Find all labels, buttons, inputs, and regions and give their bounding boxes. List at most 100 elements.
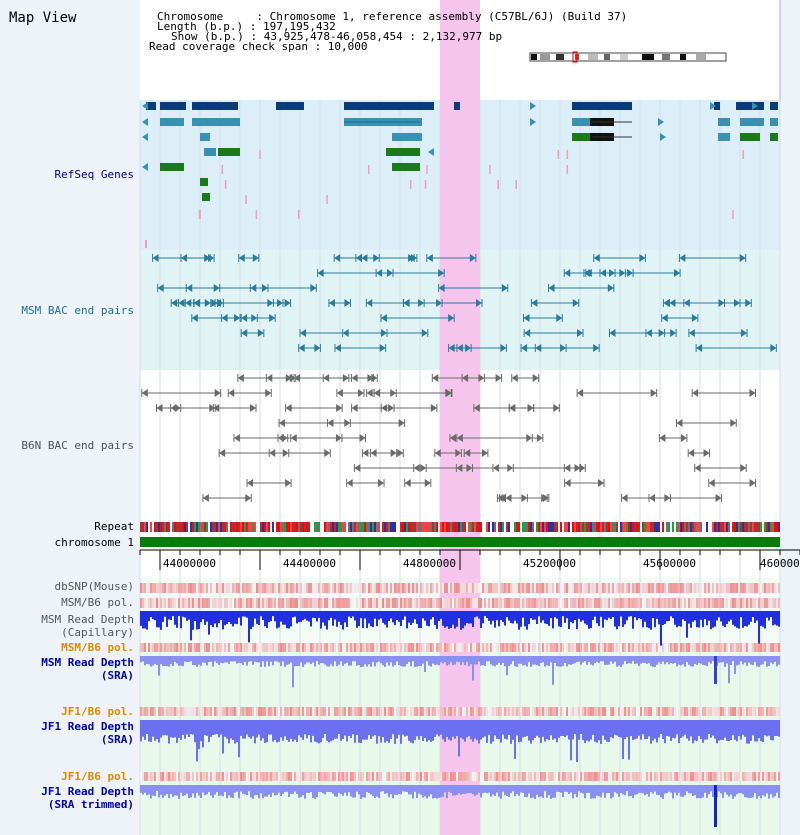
- jf1-read-depth-sra-bar: [314, 720, 316, 742]
- repeat-segment: [494, 522, 496, 532]
- repeat-segment: [426, 522, 428, 532]
- dbsnp-heat: [722, 583, 724, 593]
- dbsnp-heat: [260, 583, 262, 593]
- jf1-b6-pol-heat: [704, 707, 706, 716]
- msm-read-depth-capillary-bar: [510, 611, 512, 624]
- jf1-b6-pol-trim-heat: [612, 772, 614, 781]
- jf1-read-depth-sra-bar: [648, 720, 650, 737]
- msm-b6-pol-sra-heat: [336, 643, 338, 652]
- jf1-b6-pol-heat: [536, 707, 538, 716]
- jf1-read-depth-trim-bar: [548, 785, 550, 796]
- jf1-b6-pol-heat: [510, 707, 512, 716]
- msm-read-depth-sra-bar: [638, 656, 640, 667]
- jf1-read-depth-sra-bar: [492, 720, 494, 742]
- msm-read-depth-capillary-bar: [446, 611, 448, 627]
- msm-b6-pol-sra-heat: [568, 643, 570, 652]
- jf1-b6-pol-heat: [480, 707, 482, 716]
- jf1-read-depth-sra-bar: [682, 720, 684, 737]
- repeat-segment: [698, 522, 700, 532]
- msm-read-depth-sra-bar: [748, 656, 750, 663]
- jf1-b6-pol-trim-heat: [634, 772, 636, 781]
- msm-bac-pair-end: [627, 269, 634, 277]
- jf1-read-depth-sra-bar: [360, 720, 362, 743]
- jf1-read-depth-trim-bar: [398, 785, 400, 794]
- jf1-read-depth-sra-bar: [242, 720, 244, 739]
- msm-read-depth-capillary-bar: [380, 611, 382, 619]
- jf1-read-depth-sra-bar: [318, 720, 320, 744]
- jf1-b6-pol-trim-heat: [328, 772, 330, 781]
- msm-read-depth-capillary-bar: [578, 611, 580, 619]
- track-label-jf1-b6-pol-trim: JF1/B6 pol.: [61, 770, 134, 783]
- repeat-segment: [474, 522, 476, 532]
- msm-read-depth-capillary-bar: [642, 611, 644, 628]
- jf1-read-depth-sra-bar: [218, 720, 220, 738]
- jf1-read-depth-trim-bar: [646, 785, 648, 795]
- jf1-read-depth-sra-bar: [644, 720, 646, 740]
- msm-bac-pair-end: [674, 269, 681, 277]
- jf1-b6-pol-trim-heat: [274, 772, 276, 781]
- dbsnp-heat: [358, 583, 360, 593]
- jf1-read-depth-trim-bar: [706, 785, 708, 798]
- jf1-b6-pol-trim-heat: [416, 772, 418, 781]
- b6n-bac-pair-end: [371, 374, 378, 382]
- refseq-gene: [146, 102, 156, 110]
- repeat-segment: [264, 522, 266, 532]
- repeat-segment: [250, 522, 252, 532]
- msm-read-depth-capillary-bar: [744, 611, 746, 627]
- msm-read-depth-capillary-bar: [354, 611, 356, 621]
- jf1-b6-pol-trim-heat: [224, 772, 226, 781]
- jf1-b6-pol-heat: [640, 707, 642, 716]
- jf1-read-depth-trim-bar: [566, 785, 568, 792]
- msm-b6-pol-heat: [474, 598, 476, 608]
- msm-b6-pol-sra-heat: [414, 643, 416, 652]
- jf1-read-depth-sra-bar: [712, 720, 714, 736]
- repeat-segment: [524, 522, 526, 532]
- jf1-read-depth-sra-bar: [598, 720, 600, 741]
- msm-read-depth-sra-bar: [290, 656, 292, 663]
- msm-read-depth-capillary-bar: [758, 611, 760, 644]
- refseq-gene: [740, 118, 764, 126]
- jf1-read-depth-sra-bar: [206, 720, 208, 736]
- jf1-b6-pol-trim-heat: [362, 772, 364, 781]
- jf1-read-depth-trim-bar: [166, 785, 168, 794]
- repeat-segment: [214, 522, 216, 532]
- dbsnp-heat: [310, 583, 312, 593]
- b6n-bac-pair-end: [351, 374, 358, 382]
- msm-b6-pol-sra-heat: [324, 643, 326, 652]
- jf1-b6-pol-heat: [592, 707, 594, 716]
- msm-b6-pol-sra-heat: [554, 643, 556, 652]
- jf1-b6-pol-trim-heat: [342, 772, 344, 781]
- repeat-segment: [642, 522, 644, 532]
- msm-b6-pol-heat: [268, 598, 270, 608]
- msm-read-depth-capillary-bar: [320, 611, 322, 629]
- msm-b6-pol-sra-heat: [242, 643, 244, 652]
- jf1-read-depth-trim-bar: [260, 785, 262, 794]
- msm-bac-pair-end: [501, 284, 508, 292]
- msm-b6-pol-heat: [386, 598, 388, 608]
- repeat-segment: [362, 522, 364, 532]
- msm-b6-pol-sra-heat: [654, 643, 656, 652]
- msm-b6-pol-sra-heat: [204, 643, 206, 652]
- dbsnp-heat: [594, 583, 596, 593]
- dbsnp-heat: [650, 583, 652, 593]
- msm-b6-pol-heat: [370, 598, 372, 608]
- jf1-b6-pol-heat: [654, 707, 656, 716]
- jf1-read-depth-sra-bar: [454, 720, 456, 739]
- dbsnp-heat: [430, 583, 432, 593]
- jf1-read-depth-trim-bar: [576, 785, 578, 798]
- msm-read-depth-sra-bar: [762, 656, 764, 665]
- msm-read-depth-sra-bar: [228, 656, 230, 664]
- jf1-b6-pol-trim-heat: [356, 772, 358, 781]
- msm-b6-pol-sra-heat: [476, 643, 478, 652]
- dbsnp-heat: [676, 583, 678, 593]
- repeat-segment: [476, 522, 478, 532]
- jf1-b6-pol-heat: [356, 707, 358, 716]
- jf1-b6-pol-trim-heat: [426, 772, 428, 781]
- dbsnp-heat: [750, 583, 752, 593]
- jf1-b6-pol-heat: [594, 707, 596, 716]
- jf1-read-depth-trim-bar: [552, 785, 554, 798]
- msm-bac-pair-end: [770, 344, 777, 352]
- jf1-read-depth-sra-bar: [144, 720, 146, 740]
- jf1-b6-pol-heat: [540, 707, 542, 716]
